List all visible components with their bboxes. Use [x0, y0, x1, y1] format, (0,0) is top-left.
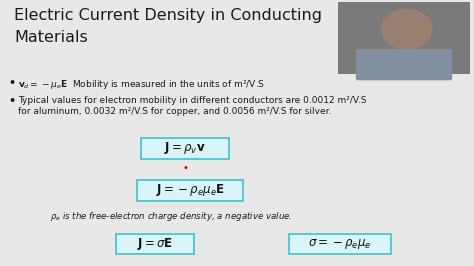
- Text: Materials: Materials: [14, 30, 88, 45]
- Text: $\mathbf{J} = -\rho_e\mu_e\mathbf{E}$: $\mathbf{J} = -\rho_e\mu_e\mathbf{E}$: [155, 182, 224, 198]
- Text: for aluminum, 0.0032 m²/V.S for copper, and 0.0056 m²/V.S for silver.: for aluminum, 0.0032 m²/V.S for copper, …: [18, 107, 331, 116]
- FancyBboxPatch shape: [137, 180, 243, 201]
- FancyBboxPatch shape: [116, 234, 194, 254]
- Text: Electric Current Density in Conducting: Electric Current Density in Conducting: [14, 8, 322, 23]
- FancyBboxPatch shape: [356, 49, 452, 80]
- Text: $\rho_e$ is the free-electron charge density, a negative value.: $\rho_e$ is the free-electron charge den…: [50, 210, 292, 223]
- Text: •: •: [8, 96, 15, 106]
- Text: $\sigma = -\rho_e\mu_e$: $\sigma = -\rho_e\mu_e$: [308, 237, 372, 251]
- Text: $\mathbf{J} = \sigma\mathbf{E}$: $\mathbf{J} = \sigma\mathbf{E}$: [137, 236, 173, 252]
- Text: •: •: [182, 163, 188, 173]
- FancyBboxPatch shape: [141, 138, 229, 159]
- Text: •: •: [8, 78, 15, 88]
- Bar: [338, 2, 470, 74]
- Text: Typical values for electron mobility in different conductors are 0.0012 m²/V.S: Typical values for electron mobility in …: [18, 96, 366, 105]
- Text: $\mathbf{J} = \rho_v\mathbf{v}$: $\mathbf{J} = \rho_v\mathbf{v}$: [164, 140, 206, 156]
- Ellipse shape: [382, 10, 432, 49]
- FancyBboxPatch shape: [289, 234, 391, 254]
- Text: $\mathbf{v}_d = -\mu_e\mathbf{E}$  Mobility is measured in the units of m²/V.S: $\mathbf{v}_d = -\mu_e\mathbf{E}$ Mobili…: [18, 78, 265, 91]
